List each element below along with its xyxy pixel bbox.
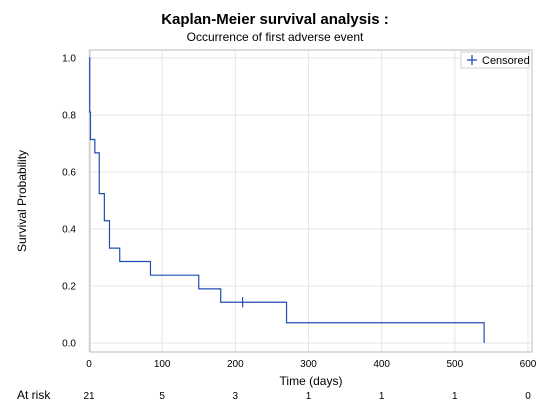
- chart-subtitle: Occurrence of first adverse event: [186, 30, 364, 44]
- axes: 0 100 200 300 400 500 600 0.0 0.2 0.4 0.6 0.8 1.0: [62, 54, 537, 371]
- legend: Censored: [460, 51, 530, 69]
- risk-table: 21 5 3 1 1 1 0: [83, 391, 531, 402]
- x-tick-label: 400: [373, 359, 390, 370]
- y-tick-label: 0.6: [62, 168, 76, 179]
- x-tick-label: 200: [227, 359, 244, 370]
- y-tick-label: 0.4: [62, 225, 76, 236]
- plot-frame: [89, 49, 533, 353]
- at-risk-count: 1: [306, 391, 312, 402]
- chart-title: Kaplan-Meier survival analysis :: [161, 11, 389, 28]
- at-risk-count: 21: [83, 391, 95, 402]
- at-risk-count: 1: [452, 391, 458, 402]
- y-tick-label: 0.2: [62, 282, 76, 293]
- grid: [88, 50, 532, 352]
- x-tick-label: 500: [446, 359, 463, 370]
- survival-curve: [89, 57, 485, 343]
- at-risk-count: 5: [159, 391, 165, 402]
- x-tick-label: 0: [86, 359, 92, 370]
- x-tick-label: 300: [300, 359, 317, 370]
- x-tick-label: 600: [520, 359, 537, 370]
- risk-table-label: At risk: [17, 388, 51, 402]
- y-tick-label: 1.0: [62, 54, 76, 65]
- y-tick-label: 0.0: [62, 339, 76, 350]
- y-axis-label: Survival Probability: [15, 150, 29, 252]
- legend-box: [460, 51, 530, 69]
- at-risk-count: 1: [379, 391, 385, 402]
- x-tick-label: 100: [154, 359, 171, 370]
- at-risk-count: 3: [233, 391, 239, 402]
- at-risk-count: 0: [525, 391, 531, 402]
- legend-label: Censored: [482, 55, 530, 67]
- x-axis-label: Time (days): [280, 374, 343, 388]
- y-tick-label: 0.8: [62, 111, 76, 122]
- series: [89, 57, 485, 343]
